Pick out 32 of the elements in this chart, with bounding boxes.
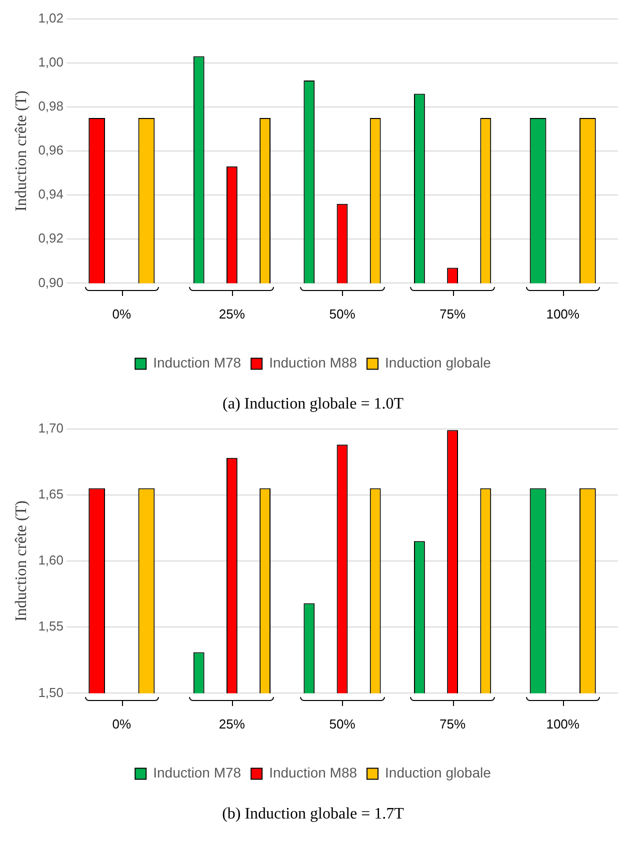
legend-label: Induction M78 bbox=[153, 354, 242, 371]
y-tick-label: 1,00 bbox=[38, 54, 64, 70]
text: (a) Induction globale = 1.0T bbox=[222, 396, 404, 413]
y-tick-label: 0,92 bbox=[38, 230, 64, 246]
y-axis-title: Induction crête (T) bbox=[12, 500, 30, 622]
legend-label: Induction globale bbox=[385, 354, 492, 371]
y-tick-label: 1,55 bbox=[38, 618, 64, 634]
y-tick-label: 1,60 bbox=[38, 552, 64, 568]
text: (b) Induction globale = 1.7T bbox=[222, 806, 404, 823]
y-tick-label: 0,98 bbox=[38, 98, 64, 114]
y-tick-label: 0,94 bbox=[38, 186, 64, 202]
legend-label: Induction M88 bbox=[269, 764, 358, 781]
x-tick-label: 75% bbox=[440, 716, 466, 732]
y-tick-label: 1,65 bbox=[38, 486, 64, 502]
x-tick-label: 50% bbox=[329, 306, 356, 322]
legend-label: Induction globale bbox=[385, 764, 492, 781]
x-tick-label: 75% bbox=[440, 306, 466, 322]
x-tick-label: 25% bbox=[218, 716, 246, 732]
legend-label: Induction M88 bbox=[269, 354, 358, 371]
y-tick-label: 0,96 bbox=[38, 142, 64, 158]
legend-label: Induction M78 bbox=[153, 764, 242, 781]
x-tick-label: 50% bbox=[329, 716, 356, 732]
y-tick-label: 1,70 bbox=[38, 420, 64, 436]
x-tick-label: 0% bbox=[112, 306, 132, 322]
x-tick-label: 25% bbox=[218, 306, 246, 322]
y-axis-title: Induction crête (T) bbox=[12, 90, 30, 212]
y-tick-label: 1,02 bbox=[38, 10, 64, 26]
x-tick-label: 0% bbox=[112, 716, 132, 732]
y-tick-label: 1,50 bbox=[38, 684, 64, 700]
y-tick-label: 0,90 bbox=[38, 274, 64, 290]
x-tick-label: 100% bbox=[546, 716, 580, 732]
x-tick-label: 100% bbox=[546, 306, 580, 322]
